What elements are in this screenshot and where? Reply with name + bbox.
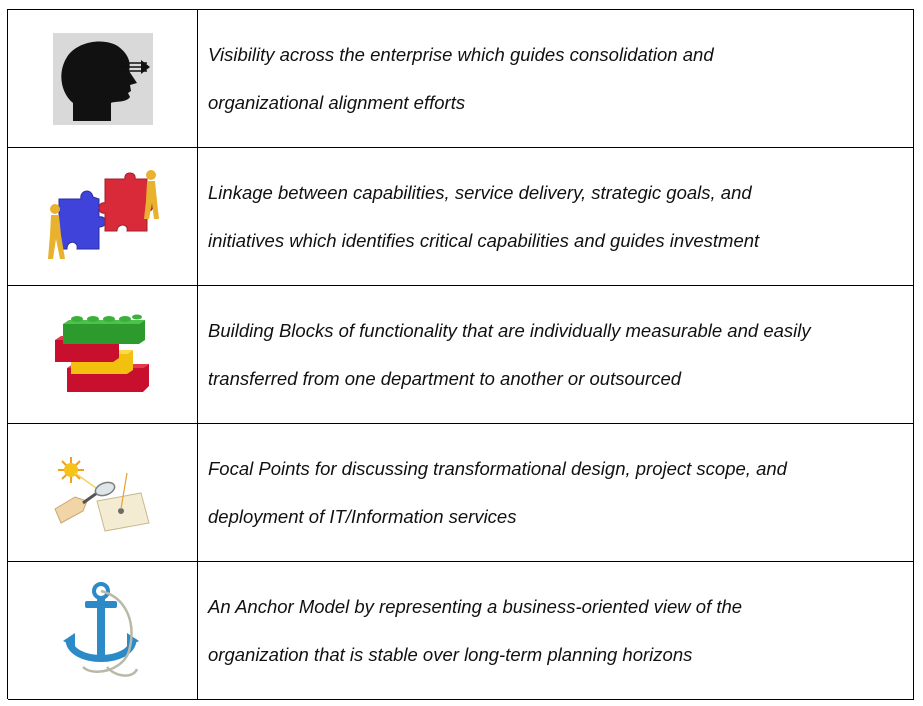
icon-cell	[8, 10, 198, 147]
building-blocks-icon	[53, 310, 153, 400]
row-description: Visibility across the enterprise which g…	[208, 19, 714, 139]
anchor-icon	[62, 581, 143, 681]
description-line: An Anchor Model by representing a busine…	[208, 595, 743, 617]
description-line: organization that is stable over long-te…	[208, 643, 693, 665]
icon-cell	[8, 148, 198, 285]
description-line: Building Blocks of functionality that ar…	[208, 319, 811, 341]
description-line: transferred from one department to anoth…	[208, 367, 682, 389]
description-cell: Building Blocks of functionality that ar…	[198, 286, 914, 423]
icon-cell	[8, 424, 198, 561]
magnifier-sun-focus-icon	[53, 453, 153, 533]
table-row: Building Blocks of functionality that ar…	[8, 286, 914, 424]
description-line: Linkage between capabilities, service de…	[208, 181, 752, 203]
table-row: Focal Points for discussing transformati…	[8, 424, 914, 562]
icon-cell	[8, 286, 198, 423]
row-description: Linkage between capabilities, service de…	[208, 157, 759, 277]
puzzle-people-icon	[47, 169, 159, 265]
description-line: Visibility across the enterprise which g…	[208, 43, 714, 65]
table-row: Visibility across the enterprise which g…	[8, 10, 914, 148]
row-description: An Anchor Model by representing a busine…	[208, 571, 742, 691]
description-cell: Visibility across the enterprise which g…	[198, 10, 914, 147]
table-row: An Anchor Model by representing a busine…	[8, 562, 914, 700]
capabilities-table: Visibility across the enterprise which g…	[7, 9, 914, 700]
description-cell: An Anchor Model by representing a busine…	[198, 562, 914, 699]
description-line: deployment of IT/Information services	[208, 505, 517, 527]
description-line: initiatives which identifies critical ca…	[208, 229, 760, 251]
table-row: Linkage between capabilities, service de…	[8, 148, 914, 286]
icon-cell	[8, 562, 198, 699]
description-cell: Linkage between capabilities, service de…	[198, 148, 914, 285]
row-description: Focal Points for discussing transformati…	[208, 433, 787, 553]
head-vision-icon	[52, 32, 153, 125]
description-cell: Focal Points for discussing transformati…	[198, 424, 914, 561]
row-description: Building Blocks of functionality that ar…	[208, 295, 811, 415]
description-line: Focal Points for discussing transformati…	[208, 457, 787, 479]
description-line: organizational alignment efforts	[208, 91, 466, 113]
